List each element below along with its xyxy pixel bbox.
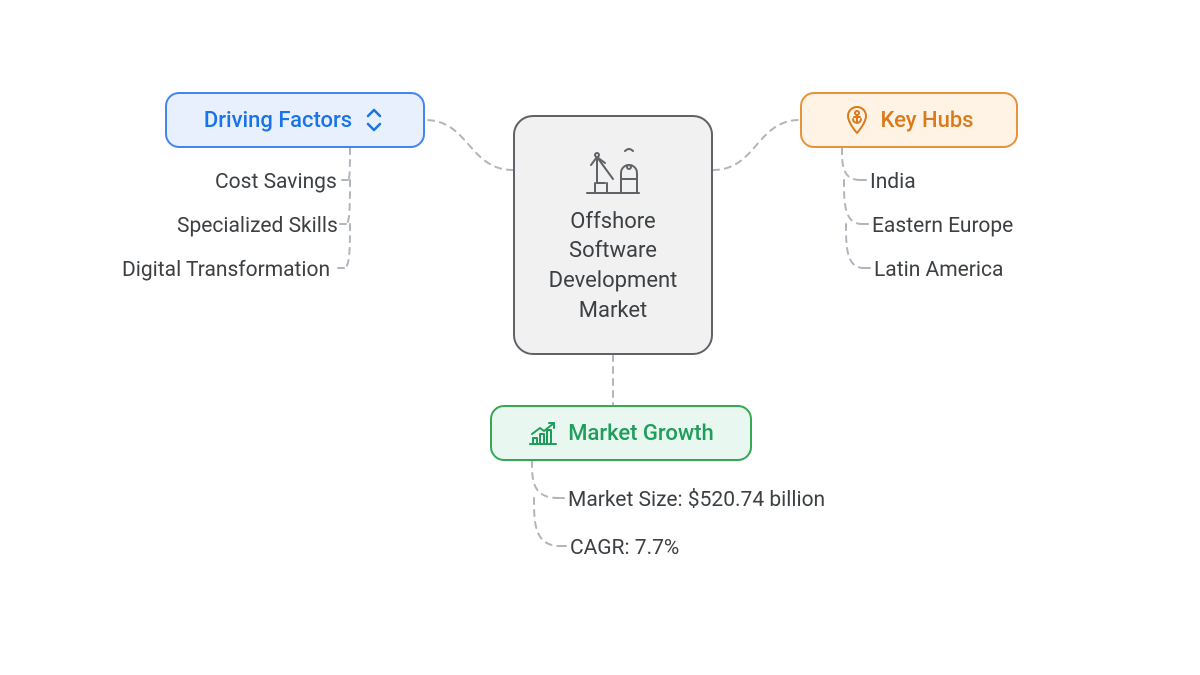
driving-leaf: Digital Transformation: [122, 258, 330, 282]
driving-leaf: Specialized Skills: [177, 214, 338, 238]
expand-icon: [362, 107, 386, 133]
growth-node: Market Growth: [490, 405, 752, 461]
hubs-leaf: India: [870, 170, 916, 194]
center-title: OffshoreSoftwareDevelopmentMarket: [549, 207, 678, 326]
growth-chart-icon: [528, 420, 558, 446]
hubs-node: Key Hubs: [800, 92, 1018, 148]
diagram-canvas: OffshoreSoftwareDevelopmentMarket Drivin…: [0, 0, 1200, 675]
growth-leaf: CAGR: 7.7%: [570, 536, 679, 560]
hubs-label: Key Hubs: [880, 108, 973, 133]
hubs-leaf: Latin America: [874, 258, 1003, 282]
anchor-pin-icon: [844, 105, 870, 135]
driving-leaf: Cost Savings: [215, 170, 337, 194]
driving-label: Driving Factors: [204, 108, 352, 133]
driving-node: Driving Factors: [165, 92, 425, 148]
hubs-leaf: Eastern Europe: [872, 214, 1013, 238]
offshore-rig-icon: [583, 145, 643, 197]
center-node: OffshoreSoftwareDevelopmentMarket: [513, 115, 713, 355]
growth-leaf: Market Size: $520.74 billion: [568, 488, 825, 512]
growth-label: Market Growth: [568, 421, 714, 446]
